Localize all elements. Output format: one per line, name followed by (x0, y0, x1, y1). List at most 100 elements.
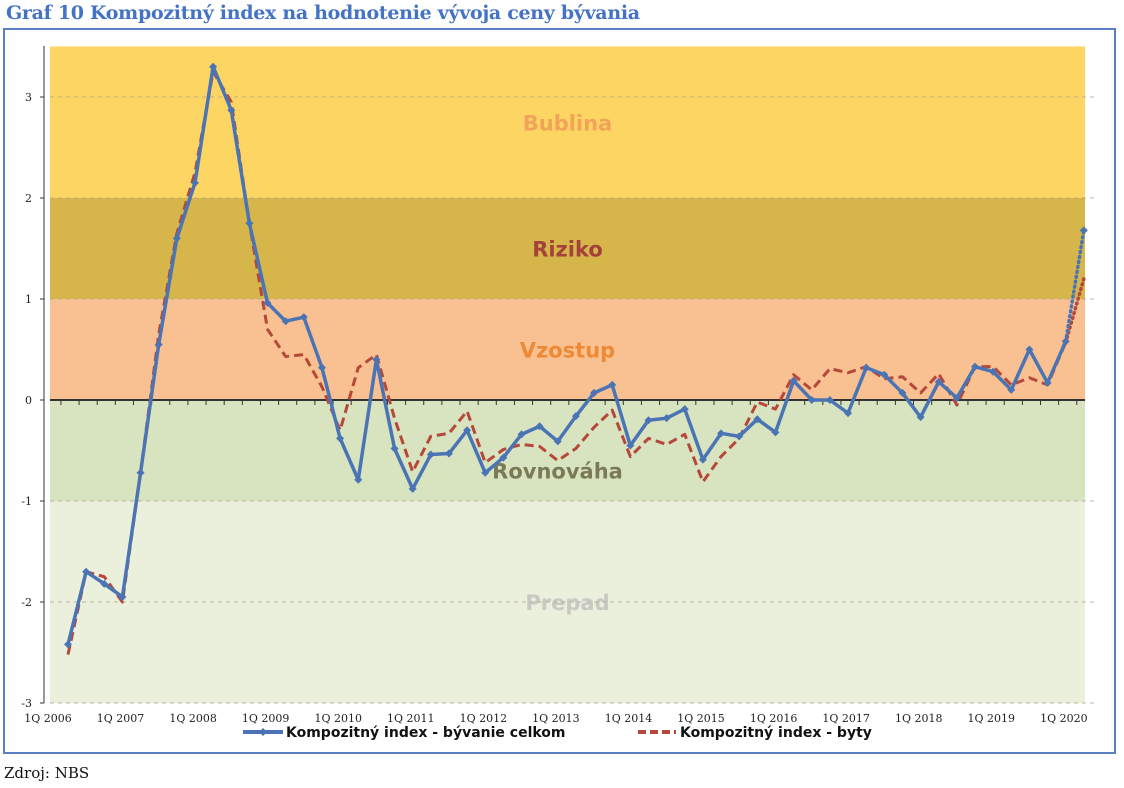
data-point-marker (390, 444, 399, 453)
x-tick-label: 1Q 2011 (387, 712, 435, 725)
data-point-marker (354, 475, 363, 484)
data-point-marker (934, 377, 943, 386)
data-point-marker (372, 355, 381, 364)
data-point-marker (535, 422, 544, 431)
data-point-marker (880, 370, 889, 379)
x-tick-label: 1Q 2012 (460, 712, 508, 725)
gridlines (50, 96, 1095, 704)
data-point-marker (698, 455, 707, 464)
data-point-marker (154, 340, 163, 349)
data-point-marker (1025, 345, 1034, 354)
x-axis: 1Q 2006 1Q 2007 1Q 2008 1Q 2009 1Q 2010 1Q 20… (24, 399, 1088, 725)
series-line-total (66, 64, 1068, 645)
data-point-marker (299, 313, 308, 322)
data-point-marker (172, 234, 181, 243)
y-tick-label: 3 (25, 91, 32, 104)
data-point-marker (317, 363, 326, 372)
band-vzostup (50, 299, 1085, 400)
data-point-marker (916, 413, 925, 422)
data-point-marker (281, 317, 290, 326)
chart-title: Graf 10 Kompozitný index na hodnotenie v… (6, 2, 640, 24)
x-tick-label: 1Q 2015 (677, 712, 725, 725)
data-point-marker (608, 380, 617, 389)
x-tick-label: 1Q 2019 (968, 712, 1016, 725)
data-point-marker (1079, 226, 1088, 235)
series-dotted-segment (1063, 228, 1086, 344)
source-note: Zdroj: NBS (4, 764, 90, 782)
data-point-marker (644, 416, 653, 425)
legend-label-flats: Kompozitný index - byty (680, 725, 872, 741)
data-point-marker (662, 414, 671, 423)
data-point-marker (680, 405, 689, 414)
data-point-marker (463, 426, 472, 435)
data-point-marker (735, 432, 744, 441)
y-tick-label: -3 (21, 697, 32, 710)
data-point-marker (771, 428, 780, 437)
data-point-marker (807, 396, 816, 404)
band-prepad (50, 501, 1085, 703)
y-tick-label: -1 (21, 495, 32, 508)
data-point-marker (571, 412, 580, 421)
data-point-marker (499, 453, 508, 462)
x-tick-label: 1Q 2020 (1040, 712, 1088, 725)
data-point-marker (553, 437, 562, 446)
data-point-marker (118, 592, 127, 601)
data-point-marker (971, 362, 979, 371)
data-point-marker (426, 450, 435, 459)
data-point-marker (844, 409, 853, 418)
band-label: Bublina (523, 111, 613, 135)
data-point-marker (64, 640, 72, 649)
x-tick-label: 1Q 2013 (532, 712, 580, 725)
data-point-marker (717, 429, 726, 438)
data-point-marker (245, 219, 254, 228)
data-point-marker (209, 62, 218, 71)
chart-frame (3, 28, 1116, 754)
x-tick-label: 1Q 2010 (314, 712, 362, 725)
y-tick-label: 1 (25, 293, 32, 306)
x-tick-label: 1Q 2007 (97, 712, 145, 725)
data-point-marker (862, 363, 871, 372)
y-axis: 3 2 1 0 -1 -2 -3 (21, 46, 45, 710)
data-point-marker (590, 388, 599, 397)
data-point-marker (626, 441, 635, 450)
data-point-marker (444, 449, 453, 458)
band-label: Vzostup (520, 339, 615, 363)
y-tick-label: 0 (25, 394, 32, 407)
y-tick-label: -2 (21, 596, 32, 609)
band-riziko (50, 198, 1085, 299)
data-point-marker (1007, 385, 1016, 394)
x-tick-label: 1Q 2018 (895, 712, 943, 725)
bands: Bublina Riziko Vzostup Rovnováha Prepad (50, 46, 1085, 703)
data-point-marker (190, 178, 199, 187)
data-point-marker (517, 430, 526, 439)
band-label: Riziko (532, 238, 603, 262)
data-point-marker (263, 299, 272, 308)
legend-marker-icon (259, 728, 267, 736)
legend-item-total: Kompozitný index - bývanie celkom (243, 725, 566, 741)
data-point-marker (227, 106, 236, 115)
x-tick-label: 1Q 2009 (242, 712, 290, 725)
data-point-marker (898, 388, 907, 397)
band-label: Rovnováha (492, 460, 623, 484)
series-lines (64, 62, 1088, 655)
band-bublina (50, 46, 1085, 198)
data-point-marker (825, 396, 834, 404)
data-point-marker (408, 484, 417, 493)
data-point-marker (82, 567, 91, 576)
band-rovnováha (50, 400, 1085, 501)
data-point-marker (481, 468, 490, 477)
data-point-marker (1061, 337, 1070, 346)
legend: Kompozitný index - bývanie celkom Kompoz… (243, 725, 872, 741)
data-point-marker (100, 579, 109, 588)
data-point-marker (952, 393, 961, 402)
x-tick-label: 1Q 2008 (169, 712, 217, 725)
data-point-marker (336, 434, 345, 443)
x-tick-label: 1Q 2006 (24, 712, 72, 725)
data-point-marker (1043, 378, 1052, 387)
y-tick-label: 2 (25, 192, 32, 205)
data-point-marker (136, 468, 145, 477)
band-label: Prepad (525, 591, 609, 615)
x-tick-label: 1Q 2016 (750, 712, 798, 725)
data-point-marker (753, 415, 762, 424)
